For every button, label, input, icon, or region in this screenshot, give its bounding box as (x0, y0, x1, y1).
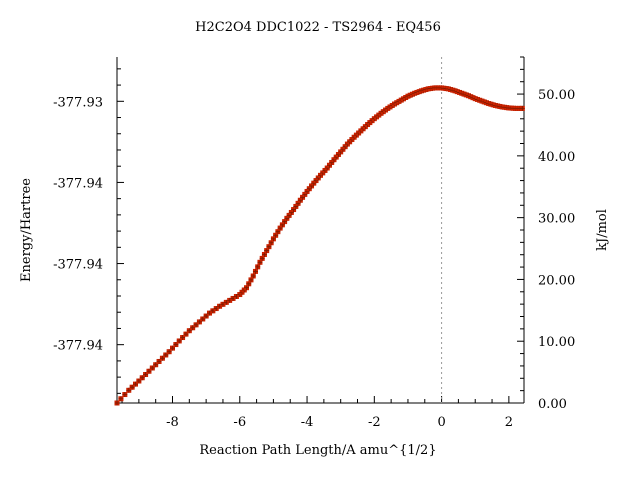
x-tick-label: 0 (437, 415, 445, 430)
data-point-cross (139, 375, 145, 381)
data-point-cross (200, 316, 206, 322)
data-point-cross (136, 378, 142, 384)
data-point-cross (519, 105, 525, 111)
data-point-cross (190, 325, 196, 331)
data-point-cross (126, 387, 132, 393)
plot-area: -8 -6 -4 -2 0 20.0010.0020.0030.0040.0050.00-… (53, 56, 575, 430)
x-axis-label: Reaction Path Length/A amu^{1/2} (199, 443, 436, 458)
data-point-cross (118, 396, 124, 402)
x-tick-label: -8 (166, 415, 179, 430)
series-line (116, 87, 523, 404)
left-tick-label: -377.94 (53, 176, 103, 191)
right-tick-label: 20.00 (538, 273, 575, 288)
left-tick-label: -377.94 (53, 339, 103, 354)
data-point-cross (163, 352, 169, 358)
data-point-cross (180, 335, 186, 341)
data-point-cross (122, 392, 128, 398)
data-point-cross (156, 358, 162, 364)
x-tick-label: -6 (233, 415, 246, 430)
data-point-cross (255, 264, 261, 270)
data-point-cross (153, 362, 159, 368)
right-tick-label: 50.00 (538, 88, 575, 103)
data-point-cross (129, 384, 135, 390)
data-point-cross (186, 328, 192, 334)
x-tick-label: -4 (301, 415, 314, 430)
right-tick-label: 10.00 (538, 335, 575, 350)
data-point-cross (252, 268, 258, 274)
data-point-cross (159, 355, 165, 361)
data-point-cross (114, 400, 120, 406)
data-point-cross (196, 319, 202, 325)
x-tick-label: -2 (368, 415, 381, 430)
data-point-cross (173, 342, 179, 348)
data-point-cross (133, 381, 138, 387)
data-point-cross (203, 313, 209, 319)
data-point-cross (146, 368, 152, 374)
left-tick-label: -377.94 (53, 258, 103, 273)
right-tick-label: 30.00 (538, 212, 575, 227)
right-tick-label: 0.00 (538, 397, 567, 412)
data-point-cross (143, 372, 149, 378)
data-point-cross (183, 331, 189, 337)
data-point-cross (193, 322, 199, 328)
x-tick-label: 2 (505, 415, 513, 430)
data-point-cross (170, 345, 175, 351)
data-point-cross (250, 273, 256, 279)
chart-title: H2C2O4 DDC1022 - TS2964 - EQ456 (195, 20, 441, 35)
data-point-cross (176, 338, 182, 344)
y-axis-label-right: kJ/mol (595, 209, 610, 251)
left-tick-label: -377.93 (53, 95, 103, 110)
y-axis-label-left: Energy/Hartree (19, 178, 34, 282)
data-point-cross (166, 349, 172, 355)
right-tick-label: 40.00 (538, 150, 575, 165)
data-point-cross (149, 365, 155, 371)
